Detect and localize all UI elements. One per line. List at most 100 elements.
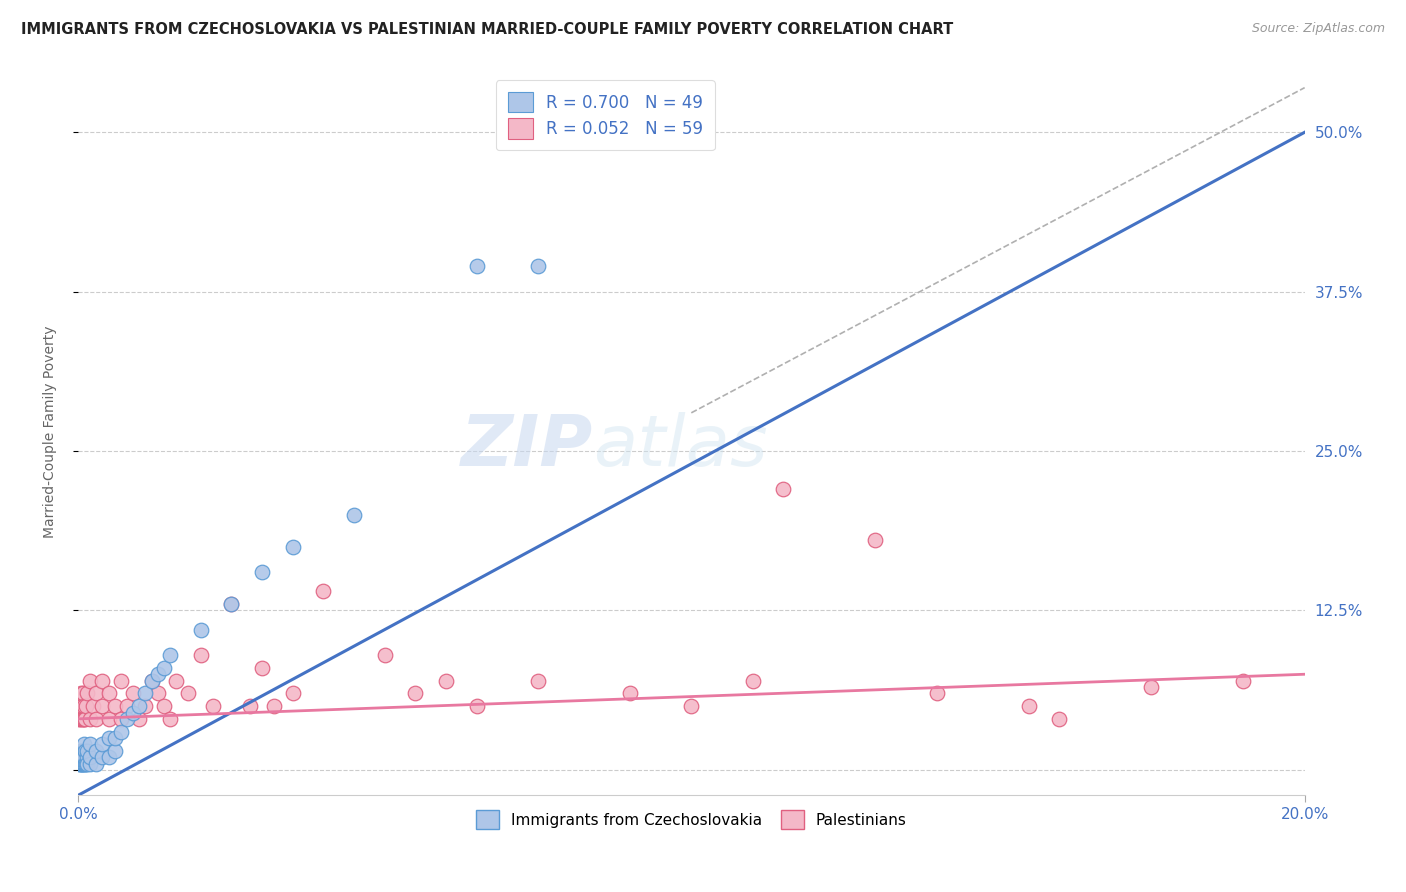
Point: [86, 686, 108, 700]
Point: [221, 597, 243, 611]
Point: [404, 686, 426, 700]
Point: [72, 744, 94, 758]
Text: ZIP: ZIP: [461, 412, 593, 481]
Point: [97, 712, 120, 726]
Point: [76, 686, 98, 700]
Point: [86, 756, 108, 771]
Point: [75, 744, 97, 758]
Point: [79, 750, 101, 764]
Point: [281, 686, 304, 700]
Point: [86, 744, 108, 758]
Point: [527, 673, 550, 688]
Point: [86, 712, 108, 726]
Point: [79, 673, 101, 688]
Point: [69, 712, 91, 726]
Point: [70, 756, 93, 771]
Point: [91, 699, 114, 714]
Point: [75, 712, 97, 726]
Point: [201, 699, 224, 714]
Point: [619, 686, 641, 700]
Point: [75, 756, 97, 771]
Point: [159, 712, 181, 726]
Point: [190, 623, 212, 637]
Point: [79, 712, 101, 726]
Point: [128, 712, 150, 726]
Point: [1047, 712, 1070, 726]
Point: [263, 699, 285, 714]
Point: [70, 756, 93, 771]
Y-axis label: Married-Couple Family Poverty: Married-Couple Family Poverty: [44, 326, 58, 538]
Point: [73, 756, 96, 771]
Point: [67, 756, 90, 771]
Point: [177, 686, 200, 700]
Point: [146, 686, 169, 700]
Point: [67, 712, 90, 726]
Point: [153, 661, 176, 675]
Point: [72, 756, 94, 771]
Point: [239, 699, 262, 714]
Point: [76, 756, 98, 771]
Point: [153, 699, 176, 714]
Point: [79, 756, 101, 771]
Point: [865, 533, 887, 548]
Point: [146, 667, 169, 681]
Point: [70, 744, 93, 758]
Point: [76, 744, 98, 758]
Point: [141, 673, 163, 688]
Point: [190, 648, 212, 662]
Point: [97, 750, 120, 764]
Point: [434, 673, 457, 688]
Point: [70, 750, 93, 764]
Point: [104, 699, 127, 714]
Point: [73, 750, 96, 764]
Point: [72, 750, 94, 764]
Point: [73, 712, 96, 726]
Point: [465, 259, 488, 273]
Text: IMMIGRANTS FROM CZECHOSLOVAKIA VS PALESTINIAN MARRIED-COUPLE FAMILY POVERTY CORR: IMMIGRANTS FROM CZECHOSLOVAKIA VS PALEST…: [21, 22, 953, 37]
Point: [772, 483, 794, 497]
Point: [250, 566, 273, 580]
Point: [79, 738, 101, 752]
Point: [312, 584, 335, 599]
Point: [110, 673, 132, 688]
Point: [75, 756, 97, 771]
Point: [73, 699, 96, 714]
Point: [104, 731, 127, 745]
Point: [221, 597, 243, 611]
Point: [1232, 673, 1254, 688]
Point: [128, 699, 150, 714]
Point: [70, 750, 93, 764]
Point: [110, 724, 132, 739]
Point: [115, 699, 138, 714]
Legend: Immigrants from Czechoslovakia, Palestinians: Immigrants from Czechoslovakia, Palestin…: [470, 805, 912, 835]
Point: [281, 540, 304, 554]
Point: [82, 699, 104, 714]
Point: [527, 259, 550, 273]
Point: [122, 686, 145, 700]
Point: [134, 686, 156, 700]
Point: [70, 686, 93, 700]
Point: [110, 712, 132, 726]
Point: [69, 750, 91, 764]
Text: atlas: atlas: [593, 412, 768, 481]
Point: [91, 750, 114, 764]
Point: [104, 744, 127, 758]
Point: [91, 738, 114, 752]
Point: [134, 699, 156, 714]
Text: Source: ZipAtlas.com: Source: ZipAtlas.com: [1251, 22, 1385, 36]
Point: [141, 673, 163, 688]
Point: [250, 661, 273, 675]
Point: [70, 699, 93, 714]
Point: [1140, 680, 1163, 694]
Point: [91, 673, 114, 688]
Point: [741, 673, 763, 688]
Point: [1018, 699, 1040, 714]
Point: [97, 686, 120, 700]
Point: [75, 699, 97, 714]
Point: [122, 706, 145, 720]
Point: [69, 699, 91, 714]
Point: [343, 508, 366, 522]
Point: [165, 673, 187, 688]
Point: [69, 744, 91, 758]
Point: [97, 731, 120, 745]
